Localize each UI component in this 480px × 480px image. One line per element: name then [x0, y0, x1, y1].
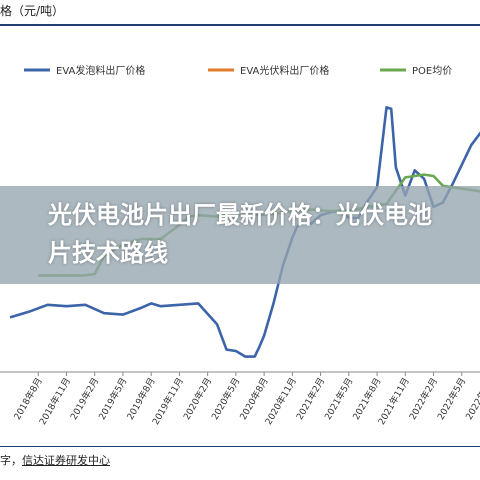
legend-label: POE均价 [412, 65, 452, 77]
x-tick-label: 2020年8月 [237, 376, 271, 422]
banner-title: 光伏电池片出厂最新价格：光伏电池片技术路线 [48, 201, 432, 267]
x-tick-label: 2021年8月 [350, 376, 384, 422]
x-tick-label: 2020年5月 [209, 376, 243, 422]
x-tick-label: 2019年5月 [96, 376, 130, 422]
x-tick-label: 2022年5月 [435, 376, 469, 422]
source-prefix: 字， [0, 454, 22, 467]
x-tick-label: 2021年5月 [322, 376, 356, 422]
legend-label: EVA光伏料出厂价格 [240, 64, 329, 77]
legend-item-3: POE均价 [380, 65, 452, 77]
header-divider [0, 24, 480, 26]
legend-label: EVA发泡料出厂价格 [56, 64, 145, 77]
title-banner [0, 186, 480, 284]
x-tick-label: 2019年2月 [68, 376, 102, 422]
source-org: 信达证券研发中心 [22, 454, 110, 467]
x-tick-label: 2020年2月 [181, 376, 215, 422]
x-tick-label: 2021年2月 [293, 376, 327, 422]
x-tick-label: 2018年8月 [11, 376, 45, 422]
footer-divider [0, 446, 480, 447]
chart-title: 格（元/吨） [0, 4, 65, 18]
x-axis: 2018年8月2018年11月2019年2月2019年5月2019年8月2019… [0, 371, 480, 427]
source-note: 字，信达证券研发中心 [0, 452, 110, 468]
legend-item-2: EVA光伏料出厂价格 [208, 64, 329, 77]
legend-item-1: EVA发泡料出厂价格 [24, 64, 145, 77]
x-tick-label: 2019年8月 [124, 376, 158, 422]
chart-legend: EVA发泡料出厂价格 EVA光伏料出厂价格 POE均价 [24, 64, 452, 77]
x-tick-label: 2022年2月 [406, 376, 440, 422]
